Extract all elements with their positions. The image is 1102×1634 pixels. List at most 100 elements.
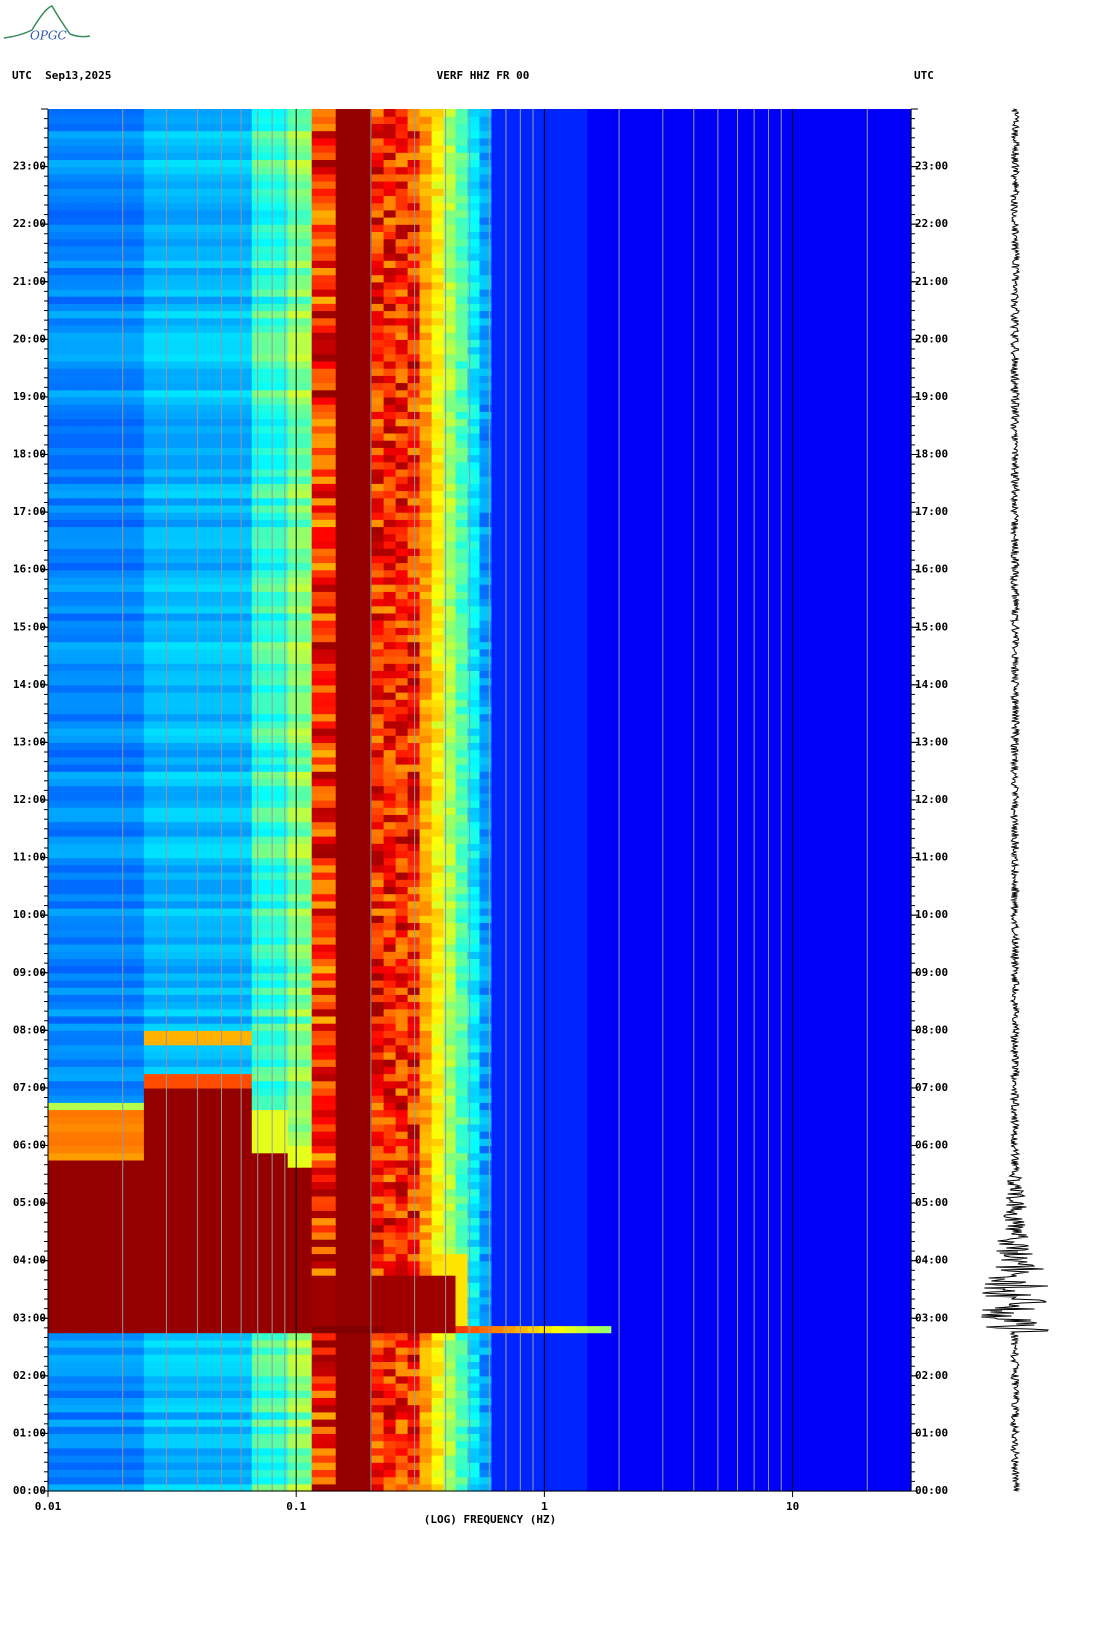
spectrogram-cell [839, 1152, 852, 1161]
spectrogram-cell [60, 1318, 73, 1327]
spectrogram-cell [515, 1109, 529, 1118]
spectrogram-cell [779, 1188, 792, 1197]
spectrogram-cell [683, 1116, 696, 1125]
spectrogram-cell [803, 1404, 816, 1413]
spectrogram-cell [467, 1073, 481, 1082]
spectrogram-cell [335, 1462, 349, 1470]
spectrogram-cell [84, 1368, 97, 1377]
spectrogram-cell [203, 1087, 217, 1096]
spectrogram-cell [503, 1102, 517, 1111]
spectrogram-cell [779, 1116, 792, 1125]
spectrogram-cell [95, 1095, 109, 1103]
spectrogram-cell [779, 1390, 792, 1398]
spectrogram-cell [275, 1051, 289, 1060]
spectrogram-cell [167, 1318, 181, 1327]
spectrogram-cell [95, 1195, 109, 1204]
spectrogram-cell [719, 1433, 732, 1442]
spectrogram-cell [359, 1476, 373, 1485]
spectrogram-cell [131, 1462, 145, 1470]
spectrogram-cell [275, 1087, 289, 1096]
spectrogram-cell [635, 1037, 648, 1046]
spectrogram-cell [311, 1469, 325, 1478]
spectrogram-cell [407, 1203, 421, 1211]
spectrogram-cell [179, 1390, 193, 1398]
spectrogram-cell [119, 1059, 133, 1067]
spectrogram-cell [779, 1383, 792, 1391]
spectrogram-cell [167, 1253, 181, 1262]
spectrogram-cell [503, 1231, 517, 1240]
spectrogram-cell [551, 1332, 564, 1341]
spectrogram-cell [671, 1289, 684, 1298]
spectrogram-cell [839, 1246, 852, 1255]
spectrogram-cell [60, 1267, 73, 1276]
spectrogram-cell [335, 1174, 349, 1183]
spectrogram-cell [263, 1066, 277, 1075]
spectrogram-cell [899, 1239, 912, 1247]
spectrogram-cell [491, 1404, 505, 1413]
spectrogram-cell [263, 1303, 277, 1312]
spectrogram-cell [563, 1447, 576, 1456]
spectrogram-cell [875, 1066, 888, 1075]
spectrogram-cell [887, 1224, 900, 1233]
spectrogram-cell [227, 1195, 241, 1204]
spectrogram-cell [779, 1375, 792, 1384]
spectrogram-cell [851, 1044, 864, 1053]
spectrogram-cell [191, 1354, 205, 1362]
spectrogram-cell [119, 1246, 133, 1255]
spectrogram-cell [443, 1404, 457, 1413]
spectrogram-cell [671, 1368, 684, 1377]
spectrogram-cell [60, 1145, 73, 1154]
spectrogram-cell [467, 1066, 481, 1075]
spectrogram-cell [791, 1253, 804, 1262]
spectrogram-cell [635, 1217, 648, 1226]
spectrogram-cell [515, 1253, 529, 1262]
spectrogram-cell [503, 1462, 517, 1470]
spectrogram-cell [875, 1311, 888, 1319]
spectrogram-cell [383, 1476, 397, 1485]
spectrogram-cell [791, 1044, 804, 1053]
spectrogram-cell [575, 1095, 588, 1103]
spectrogram-cell [587, 1476, 600, 1485]
spectrogram-cell [239, 1411, 253, 1420]
spectrogram-cell [84, 1447, 97, 1456]
spectrogram-cell [815, 1102, 828, 1111]
spectrogram-cell [275, 1419, 289, 1427]
spectrogram-cell [60, 1210, 73, 1219]
spectrogram-cell [335, 1001, 349, 1010]
spectrogram-cell [719, 1217, 732, 1226]
spectrogram-cell [671, 1483, 684, 1492]
spectrogram-cell [479, 1397, 493, 1406]
spectrogram-cell [815, 1167, 828, 1175]
spectrogram-cell [419, 1001, 433, 1010]
spectrogram-cell [323, 1044, 337, 1053]
spectrogram-cell [239, 1303, 253, 1312]
spectrogram-cell [431, 1087, 445, 1096]
spectrogram-cell [275, 1102, 289, 1111]
spectrogram-cell [131, 1051, 145, 1060]
spectrogram-cell [419, 1476, 433, 1485]
spectrogram-cell [443, 1203, 457, 1211]
spectrogram-cell [863, 1332, 876, 1341]
spectrogram-cell [407, 1476, 421, 1485]
spectrogram-cell [695, 1195, 708, 1204]
spectrogram-cell [623, 1037, 636, 1046]
spectrogram-cell [611, 1167, 624, 1175]
spectrogram-cell [719, 1066, 732, 1075]
spectrogram-cell [491, 1203, 505, 1211]
spectrogram-cell [215, 1440, 229, 1449]
spectrogram-cell [239, 1217, 253, 1226]
spectrogram-cell [839, 1426, 852, 1434]
spectrogram-cell [827, 1383, 840, 1391]
spectrogram-cell [359, 1433, 373, 1442]
spectrogram-cell [119, 1239, 133, 1247]
spectrogram-cell [323, 1116, 337, 1125]
spectrogram-cell [359, 1059, 373, 1067]
spectrogram-cell [167, 1231, 181, 1240]
spectrogram-cell [72, 1303, 85, 1312]
spectrogram-cell [779, 1303, 792, 1312]
spectrogram-cell [263, 1131, 277, 1139]
spectrogram-cell [623, 1311, 636, 1319]
spectrogram-cell [635, 1109, 648, 1118]
spectrogram-cell [419, 1167, 433, 1175]
spectrogram-cell [191, 1195, 205, 1204]
